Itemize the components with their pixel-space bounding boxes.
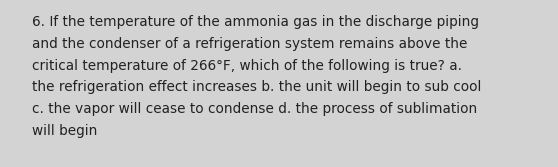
Text: 6. If the temperature of the ammonia gas in the discharge piping: 6. If the temperature of the ammonia gas… [32,15,479,29]
Text: c. the vapor will cease to condense d. the process of sublimation: c. the vapor will cease to condense d. t… [32,102,477,116]
Text: and the condenser of a refrigeration system remains above the: and the condenser of a refrigeration sys… [32,37,468,51]
Text: the refrigeration effect increases b. the unit will begin to sub cool: the refrigeration effect increases b. th… [32,80,482,94]
Text: will begin: will begin [32,124,98,138]
Text: critical temperature of 266°F, which of the following is true? a.: critical temperature of 266°F, which of … [32,59,462,73]
